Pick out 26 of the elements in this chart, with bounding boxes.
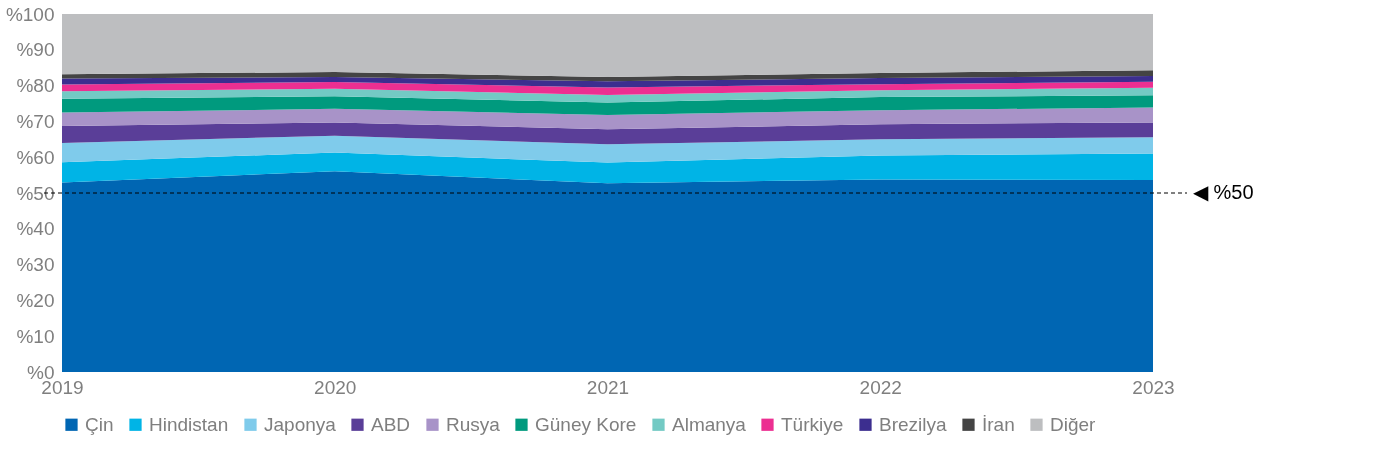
y-tick-label: %60 bbox=[16, 146, 55, 168]
y-tick-label: %30 bbox=[16, 254, 55, 276]
legend-label: Japonya bbox=[264, 413, 337, 435]
y-tick-label: %20 bbox=[16, 289, 55, 311]
legend-label: Çin bbox=[85, 413, 114, 435]
x-tick-label: 2023 bbox=[1132, 376, 1175, 398]
x-tick-label: 2021 bbox=[586, 376, 630, 398]
y-tick-label: %90 bbox=[16, 39, 55, 61]
y-tick-label: %50 bbox=[16, 182, 55, 204]
y-tick-label: %100 bbox=[5, 3, 55, 25]
legend-label: ABD bbox=[371, 413, 411, 435]
legend-label: Güney Kore bbox=[535, 413, 637, 435]
y-tick-label: %40 bbox=[16, 218, 55, 240]
x-tick-label: 2022 bbox=[859, 376, 902, 398]
ref-line-label: ◀ %50 bbox=[1193, 181, 1254, 203]
legend-label: Almanya bbox=[672, 413, 747, 435]
legend-label: Brezilya bbox=[879, 413, 948, 435]
legend-label: Türkiye bbox=[781, 413, 844, 435]
legend-label: Rusya bbox=[446, 413, 501, 435]
legend-label: İran bbox=[982, 413, 1015, 435]
y-tick-label: %10 bbox=[16, 325, 55, 347]
y-tick-label: %80 bbox=[16, 75, 55, 97]
legend-label: Hindistan bbox=[149, 413, 229, 435]
y-tick-label: %70 bbox=[16, 110, 55, 132]
x-tick-label: 2020 bbox=[314, 376, 357, 398]
legend-label: Diğer bbox=[1050, 413, 1097, 435]
